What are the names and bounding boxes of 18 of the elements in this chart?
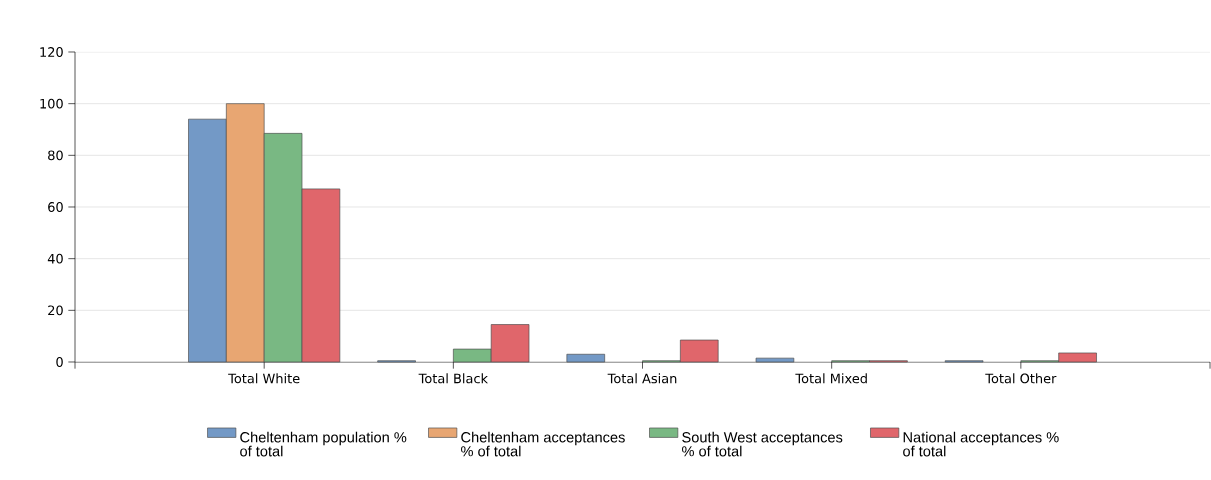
x-tick-label: Total Other: [985, 373, 1057, 384]
bar: [755, 357, 795, 363]
y-tick-label: 40: [47, 253, 63, 264]
legend-label: National acceptances % of total: [903, 431, 1059, 457]
x-tick-label: Total Mixed: [795, 373, 867, 384]
legend-label: South West acceptances % of total: [682, 431, 843, 457]
y-tick-label: 100: [40, 98, 63, 109]
bar: [566, 353, 606, 363]
y-tick-label: 0: [56, 357, 63, 367]
y-tick-label: 60: [48, 202, 63, 212]
y-tick-label: 80: [48, 150, 63, 161]
legend-label: Cheltenham acceptances % of total: [461, 431, 625, 457]
y-tick-label: 20: [48, 305, 63, 316]
legend-label: Cheltenham population % of total: [240, 431, 407, 457]
y-tick-label: 120: [40, 47, 63, 57]
x-tick-label: Total White: [228, 373, 300, 384]
x-tick-label: Total Asian: [607, 373, 677, 384]
x-tick-label: Total Black: [418, 373, 488, 384]
